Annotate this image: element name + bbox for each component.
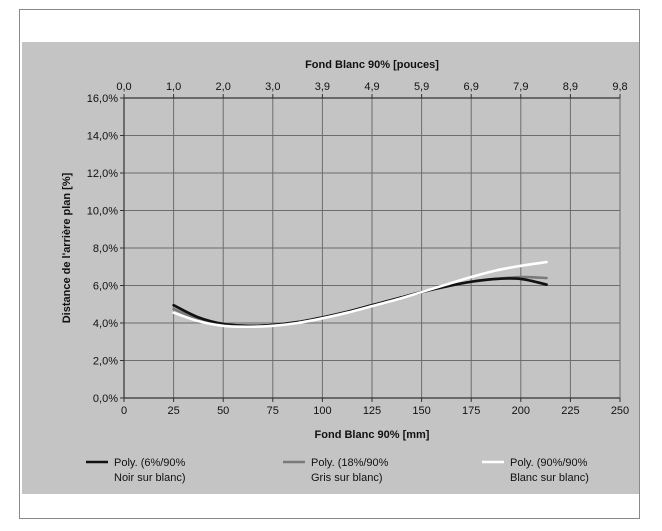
- y-tick-label: 12,0%: [87, 168, 118, 180]
- series-line-2: [172, 275, 548, 328]
- x-tick-label: 250: [611, 405, 629, 417]
- legend-label-2: Poly. (18%/90%: [311, 457, 389, 469]
- grid: [123, 97, 621, 399]
- x2-tick-label: 7,9: [513, 81, 528, 93]
- legend-label-3: Blanc sur blanc): [510, 472, 589, 484]
- x2-tick-label: 2,0: [216, 81, 231, 93]
- legend: Poly. (6%/90% Noir sur blanc) Poly. (18%/9…: [86, 457, 589, 484]
- x2-tick-label: 8,9: [563, 81, 578, 93]
- x2-tick-label: 0,0: [116, 81, 131, 93]
- x2-tick-label: 5,9: [414, 81, 429, 93]
- y-tick-label: 16,0%: [87, 93, 118, 105]
- series-line-3: [172, 260, 548, 329]
- x-tick-label: 75: [267, 405, 279, 417]
- x-tick-label: 125: [363, 405, 381, 417]
- x2-tick-label: 4,9: [364, 81, 379, 93]
- y-tick-label: 8,0%: [93, 243, 118, 255]
- x2-tick-label: 6,9: [464, 81, 479, 93]
- y-axis-title: Distance de l'arrière plan [%]: [61, 172, 73, 323]
- x-tick-label: 50: [217, 405, 229, 417]
- x-tick-label: 225: [561, 405, 579, 417]
- legend-label-1: Poly. (6%/90%: [114, 457, 186, 469]
- y-tick-label: 14,0%: [87, 131, 118, 143]
- x2-tick-label: 1,0: [166, 81, 181, 93]
- y-tick-label: 0,0%: [93, 393, 118, 405]
- x-tick-label: 0: [121, 405, 127, 417]
- x-tick-label: 25: [167, 405, 179, 417]
- bottom-axis-title: Fond Blanc 90% [mm]: [315, 429, 430, 441]
- ticks: 0 25 50 75 100 125 150 175 200 225 250 0,0 1,0 2,0 3,0…: [87, 81, 629, 417]
- legend-label-2: Gris sur blanc): [311, 472, 383, 484]
- x-tick-label: 200: [512, 405, 530, 417]
- chart-panel: [22, 42, 639, 494]
- top-axis-title: Fond Blanc 90% [pouces]: [305, 59, 439, 71]
- y-tick-label: 6,0%: [93, 281, 118, 293]
- legend-label-1: Noir sur blanc): [114, 472, 186, 484]
- x2-tick-label: 9,8: [612, 81, 627, 93]
- x-tick-label: 100: [313, 405, 331, 417]
- x-tick-label: 150: [412, 405, 430, 417]
- legend-label-3: Poly. (90%/90%: [510, 457, 588, 469]
- series-group: [172, 260, 548, 329]
- x2-tick-label: 3,0: [265, 81, 280, 93]
- x-tick-label: 175: [462, 405, 480, 417]
- y-tick-label: 4,0%: [93, 318, 118, 330]
- y-tick-label: 2,0%: [93, 356, 118, 368]
- y-tick-label: 10,0%: [87, 206, 118, 218]
- x2-tick-label: 3,9: [315, 81, 330, 93]
